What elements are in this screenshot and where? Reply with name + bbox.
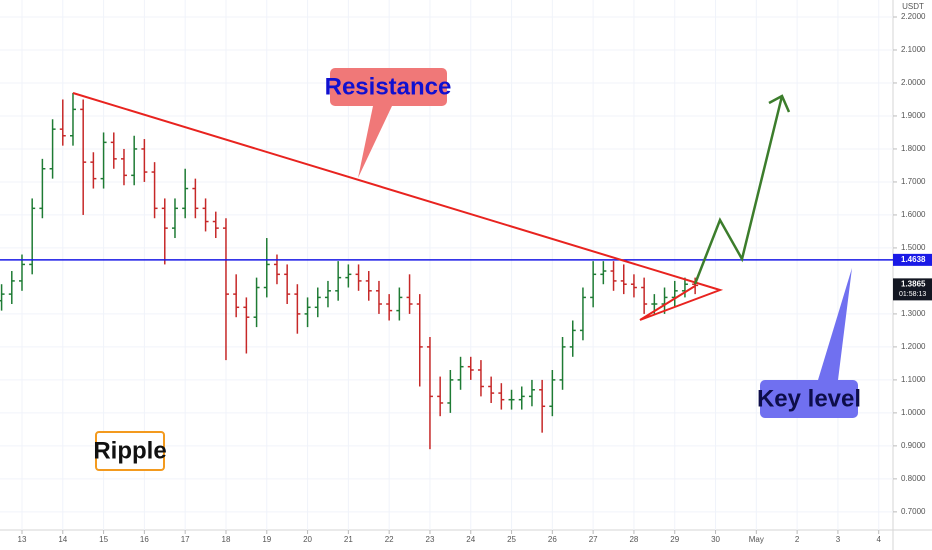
x-tick-label: 28	[629, 535, 638, 544]
x-tick-label: 16	[140, 535, 149, 544]
y-tick-label: 1.8000	[901, 144, 926, 153]
arrow-head	[768, 94, 791, 113]
x-tick-label: 15	[99, 535, 108, 544]
x-tick-label: 25	[507, 535, 516, 544]
y-tick-label: 1.7000	[901, 177, 926, 186]
x-tick-label: 27	[589, 535, 598, 544]
x-tick-label: 29	[670, 535, 679, 544]
key-level-tag	[893, 253, 932, 266]
x-tick-label: 20	[303, 535, 312, 544]
y-tick-label: 1.9000	[901, 111, 926, 120]
x-tick-label: 13	[18, 535, 27, 544]
x-tick-label: 30	[711, 535, 720, 544]
last-price-tag	[893, 278, 932, 301]
drawings: Resistance Key level Ripple	[72, 68, 861, 471]
x-tick-label: 18	[222, 535, 231, 544]
y-tick-label: 1.6000	[901, 210, 926, 219]
y-tick-label: 1.1000	[901, 375, 926, 384]
key-level-label: 1.4638	[901, 255, 926, 264]
y-tick-label: 1.0000	[901, 408, 926, 417]
x-tick-label: May	[749, 535, 764, 544]
x-tick-label: 22	[385, 535, 394, 544]
y-tick-label: 2.1000	[901, 45, 926, 54]
y-tick-label: 0.9000	[901, 441, 926, 450]
y-tick-label: 2.2000	[901, 12, 926, 21]
last-price-label: 1.3865	[901, 279, 926, 288]
x-tick-label: 19	[262, 535, 271, 544]
x-tick-label: 2	[795, 535, 800, 544]
y-tick-label: 1.2000	[901, 342, 926, 351]
projection-arrow	[693, 95, 784, 285]
x-tick-label: 26	[548, 535, 557, 544]
annotation: Ripple	[93, 437, 166, 464]
y-tick-label: 0.8000	[901, 474, 926, 483]
y-axis-label: USDT	[902, 2, 924, 11]
x-tick-label: 24	[466, 535, 475, 544]
callout-box	[760, 380, 858, 418]
annotation: Key level	[757, 385, 861, 412]
label-box	[95, 431, 165, 471]
y-tick-label: 1.3000	[901, 309, 926, 318]
x-tick-label: 17	[181, 535, 190, 544]
x-tick-label: 21	[344, 535, 353, 544]
callout-box	[330, 68, 447, 106]
x-tick-label: 23	[426, 535, 435, 544]
callout-pointer	[818, 268, 852, 380]
y-tick-label: 1.5000	[901, 243, 926, 252]
countdown-label: 01:58:13	[899, 291, 926, 298]
y-tick-label: 0.7000	[901, 507, 926, 516]
x-tick-label: 14	[58, 535, 67, 544]
x-tick-label: 4	[876, 535, 881, 544]
y-tick-label: 2.0000	[901, 78, 926, 87]
x-tick-label: 3	[836, 535, 841, 544]
callout-pointer	[358, 106, 392, 178]
annotation: Resistance	[325, 73, 452, 100]
resistance-triangle	[72, 92, 724, 321]
